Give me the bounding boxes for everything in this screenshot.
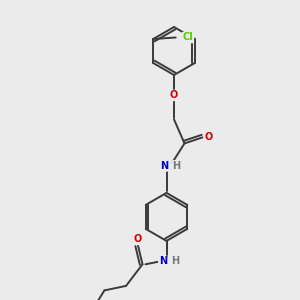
Text: O: O	[134, 234, 142, 244]
Text: H: H	[172, 161, 181, 171]
Text: N: N	[159, 256, 167, 266]
Text: O: O	[204, 132, 213, 142]
Text: N: N	[160, 161, 169, 171]
Text: Cl: Cl	[183, 32, 194, 43]
Text: H: H	[171, 256, 179, 266]
Text: O: O	[170, 90, 178, 100]
